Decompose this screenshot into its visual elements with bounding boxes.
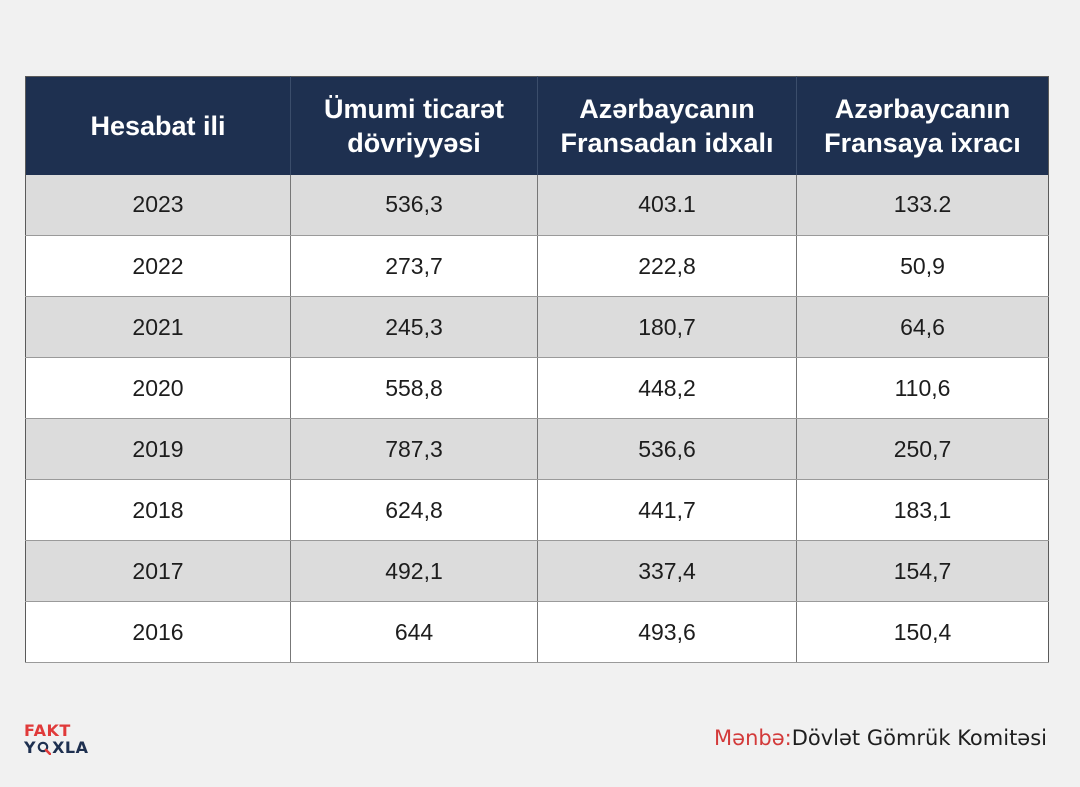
logo-line2-suffix: XLA <box>52 738 89 757</box>
cell-year: 2018 <box>25 479 291 541</box>
logo-line2: Y XLA <box>24 739 89 756</box>
table-row: 2018 624,8 441,7 183,1 <box>25 479 1049 541</box>
cell-import: 180,7 <box>537 296 797 358</box>
cell-year: 2023 <box>25 174 291 236</box>
cell-import: 441,7 <box>537 479 797 541</box>
source-value: Dövlət Gömrük Komitəsi <box>791 726 1047 750</box>
logo-line2-prefix: Y <box>24 738 37 757</box>
table-row: 2019 787,3 536,6 250,7 <box>25 418 1049 480</box>
table-row: 2022 273,7 222,8 50,9 <box>25 235 1049 297</box>
cell-export: 110,6 <box>796 357 1049 419</box>
cell-import: 536,6 <box>537 418 797 480</box>
table-row: 2021 245,3 180,7 64,6 <box>25 296 1049 358</box>
cell-export: 154,7 <box>796 540 1049 602</box>
cell-export: 50,9 <box>796 235 1049 297</box>
table-row: 2017 492,1 337,4 154,7 <box>25 540 1049 602</box>
table-row: 2023 536,3 403.1 133.2 <box>25 174 1049 236</box>
cell-year: 2019 <box>25 418 291 480</box>
header-import: Azərbaycanın Fransadan idxalı <box>537 76 797 175</box>
cell-import: 448,2 <box>537 357 797 419</box>
cell-year: 2016 <box>25 601 291 663</box>
cell-total-trade: 787,3 <box>290 418 538 480</box>
fakt-yoxla-logo: FAKT Y XLA <box>24 722 89 756</box>
table-row: 2020 558,8 448,2 110,6 <box>25 357 1049 419</box>
cell-export: 133.2 <box>796 174 1049 236</box>
cell-import: 337,4 <box>537 540 797 602</box>
source-label: Mənbə: <box>714 726 792 750</box>
trade-table: Hesabat ili Ümumi ticarət dövriyyəsi Azə… <box>25 76 1049 663</box>
cell-export: 250,7 <box>796 418 1049 480</box>
cell-year: 2017 <box>25 540 291 602</box>
cell-export: 183,1 <box>796 479 1049 541</box>
cell-total-trade: 245,3 <box>290 296 538 358</box>
header-export: Azərbaycanın Fransaya ixracı <box>796 76 1049 175</box>
header-year: Hesabat ili <box>25 76 291 175</box>
magnifier-icon <box>37 741 52 755</box>
cell-total-trade: 644 <box>290 601 538 663</box>
cell-export: 64,6 <box>796 296 1049 358</box>
cell-import: 403.1 <box>537 174 797 236</box>
cell-year: 2022 <box>25 235 291 297</box>
cell-import: 493,6 <box>537 601 797 663</box>
header-total-trade: Ümumi ticarət dövriyyəsi <box>290 76 538 175</box>
cell-import: 222,8 <box>537 235 797 297</box>
cell-total-trade: 273,7 <box>290 235 538 297</box>
source-note: Mənbə:Dövlət Gömrük Komitəsi <box>714 726 1047 750</box>
cell-export: 150,4 <box>796 601 1049 663</box>
cell-year: 2021 <box>25 296 291 358</box>
cell-total-trade: 492,1 <box>290 540 538 602</box>
cell-total-trade: 624,8 <box>290 479 538 541</box>
cell-total-trade: 558,8 <box>290 357 538 419</box>
logo-line1: FAKT <box>24 721 71 740</box>
table-row: 2016 644 493,6 150,4 <box>25 601 1049 663</box>
cell-year: 2020 <box>25 357 291 419</box>
cell-total-trade: 536,3 <box>290 174 538 236</box>
header-row: Hesabat ili Ümumi ticarət dövriyyəsi Azə… <box>25 76 1049 175</box>
table-body: 2023 536,3 403.1 133.2 2022 273,7 222,8 50,9 202… <box>25 174 1049 663</box>
data-table-container: Hesabat ili Ümumi ticarət dövriyyəsi Azə… <box>25 76 1049 663</box>
